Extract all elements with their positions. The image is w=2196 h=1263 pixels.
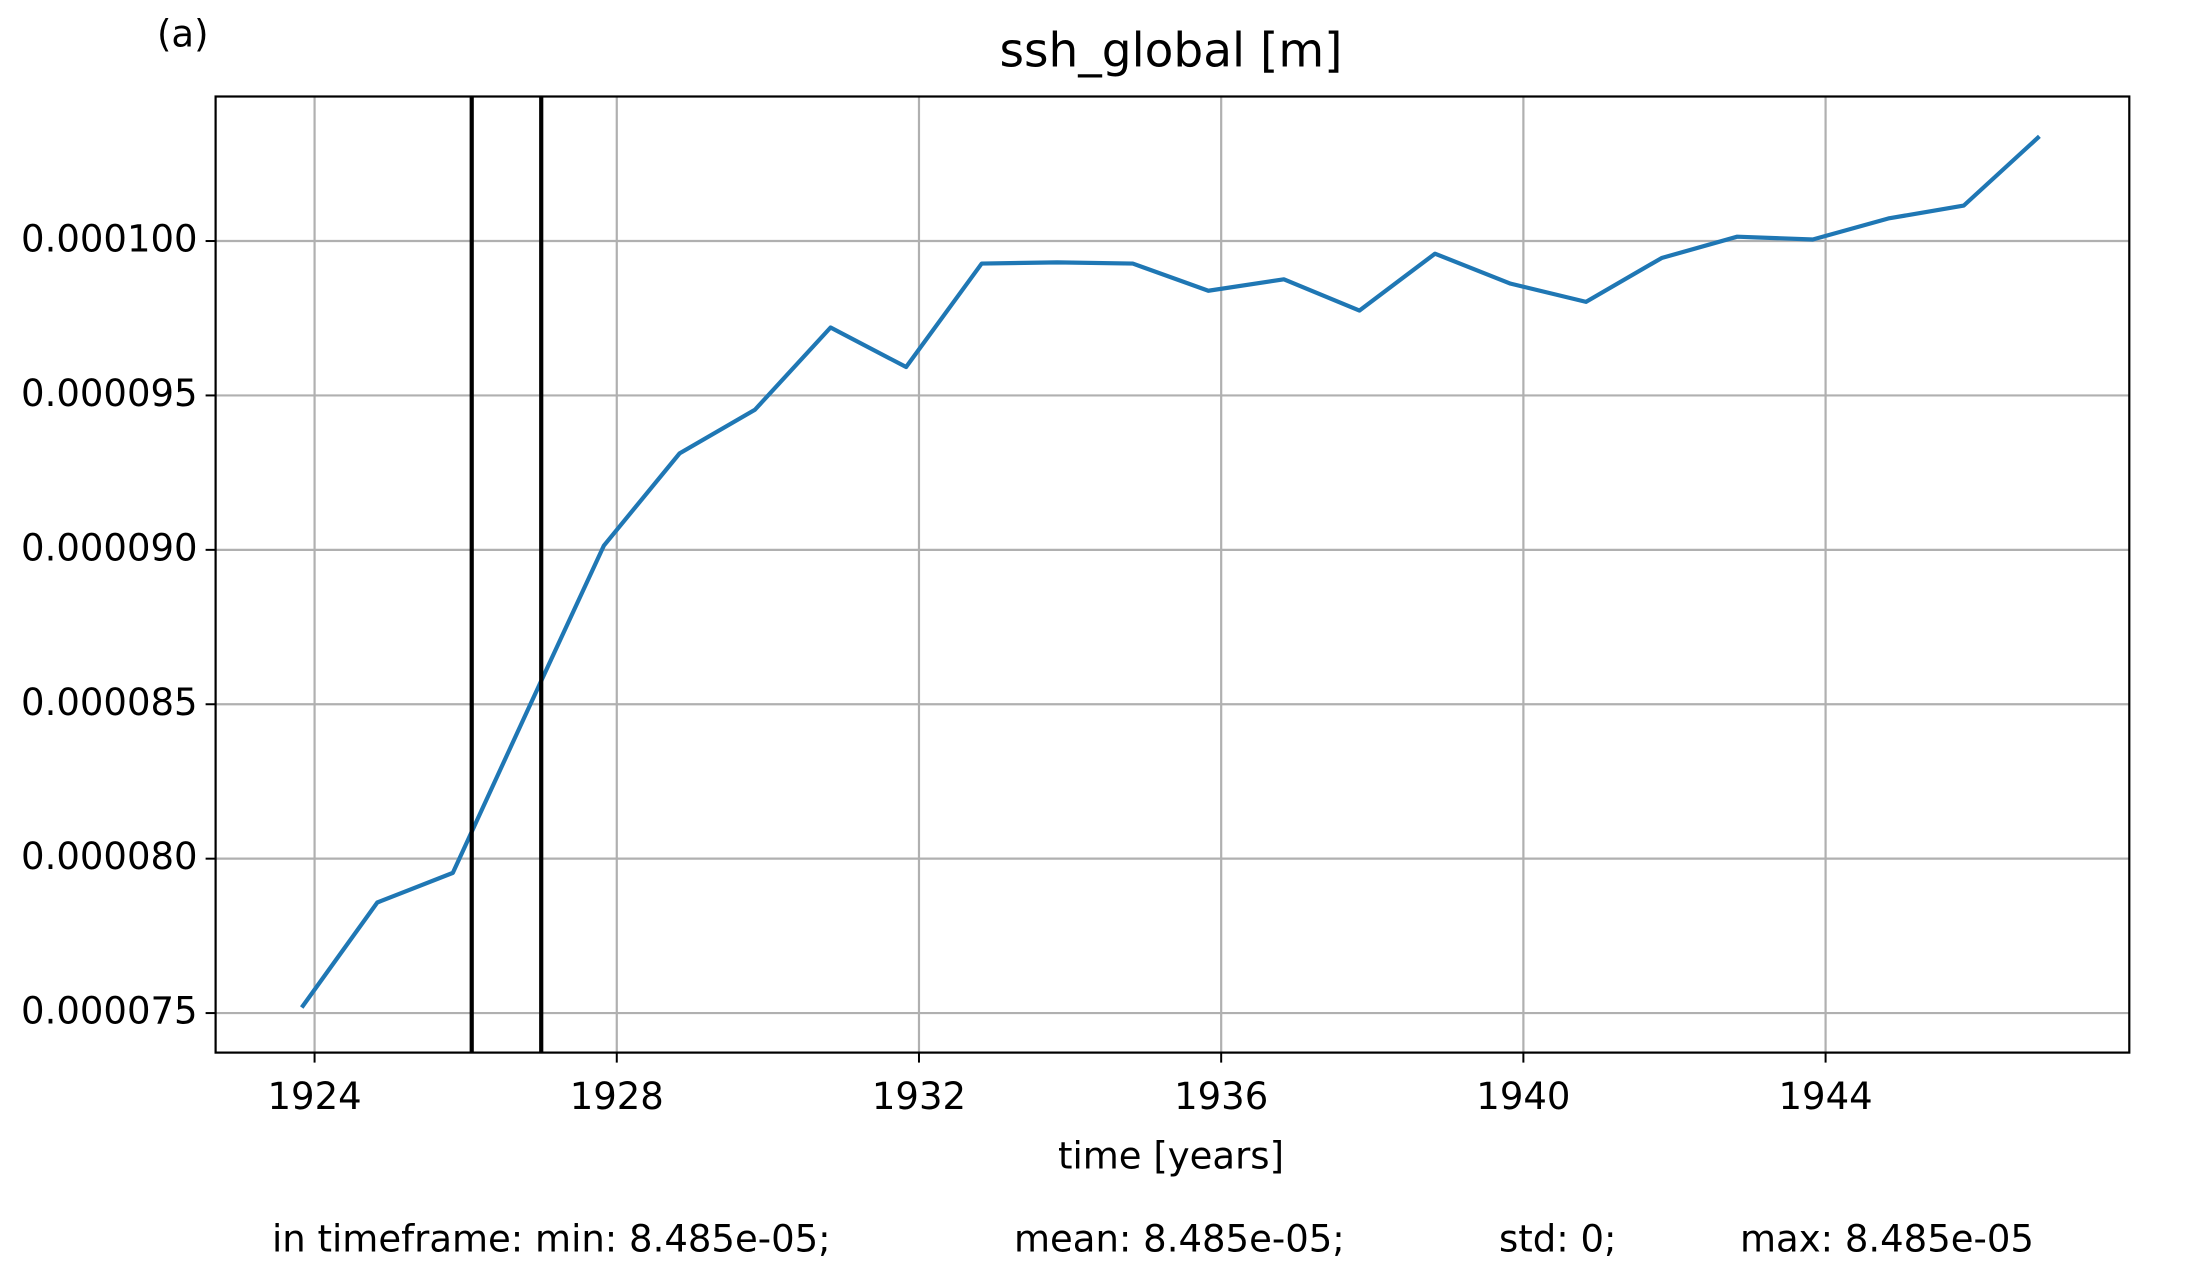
plot-frame [214, 95, 2131, 1054]
y-tick-label: 0.000075 [21, 990, 198, 1033]
y-tick-label: 0.000100 [21, 218, 198, 261]
data-line [300, 134, 2041, 1009]
panel-label: (a) [157, 13, 209, 56]
footer-stat: in timeframe: min: 8.485e-05; [272, 1218, 831, 1261]
footer-stat: mean: 8.485e-05; [1014, 1218, 1345, 1261]
x-tick-label: 1940 [1476, 1075, 1570, 1118]
x-tick-label: 1944 [1779, 1075, 1873, 1118]
x-tick-label: 1932 [872, 1075, 966, 1118]
x-tick-label: 1936 [1174, 1075, 1268, 1118]
footer-stat: std: 0; [1499, 1218, 1617, 1261]
x-tick-label: 1924 [267, 1075, 361, 1118]
x-axis-label: time [years] [1058, 1135, 1284, 1178]
y-tick-label: 0.000080 [21, 835, 198, 878]
x-tick-label: 1928 [570, 1075, 664, 1118]
y-tick-label: 0.000090 [21, 526, 198, 569]
y-tick-label: 0.000085 [21, 681, 198, 724]
y-tick-label: 0.000095 [21, 372, 198, 415]
chart-title: ssh_global [m] [1000, 24, 1343, 79]
footer-stat: max: 8.485e-05 [1740, 1218, 2034, 1261]
